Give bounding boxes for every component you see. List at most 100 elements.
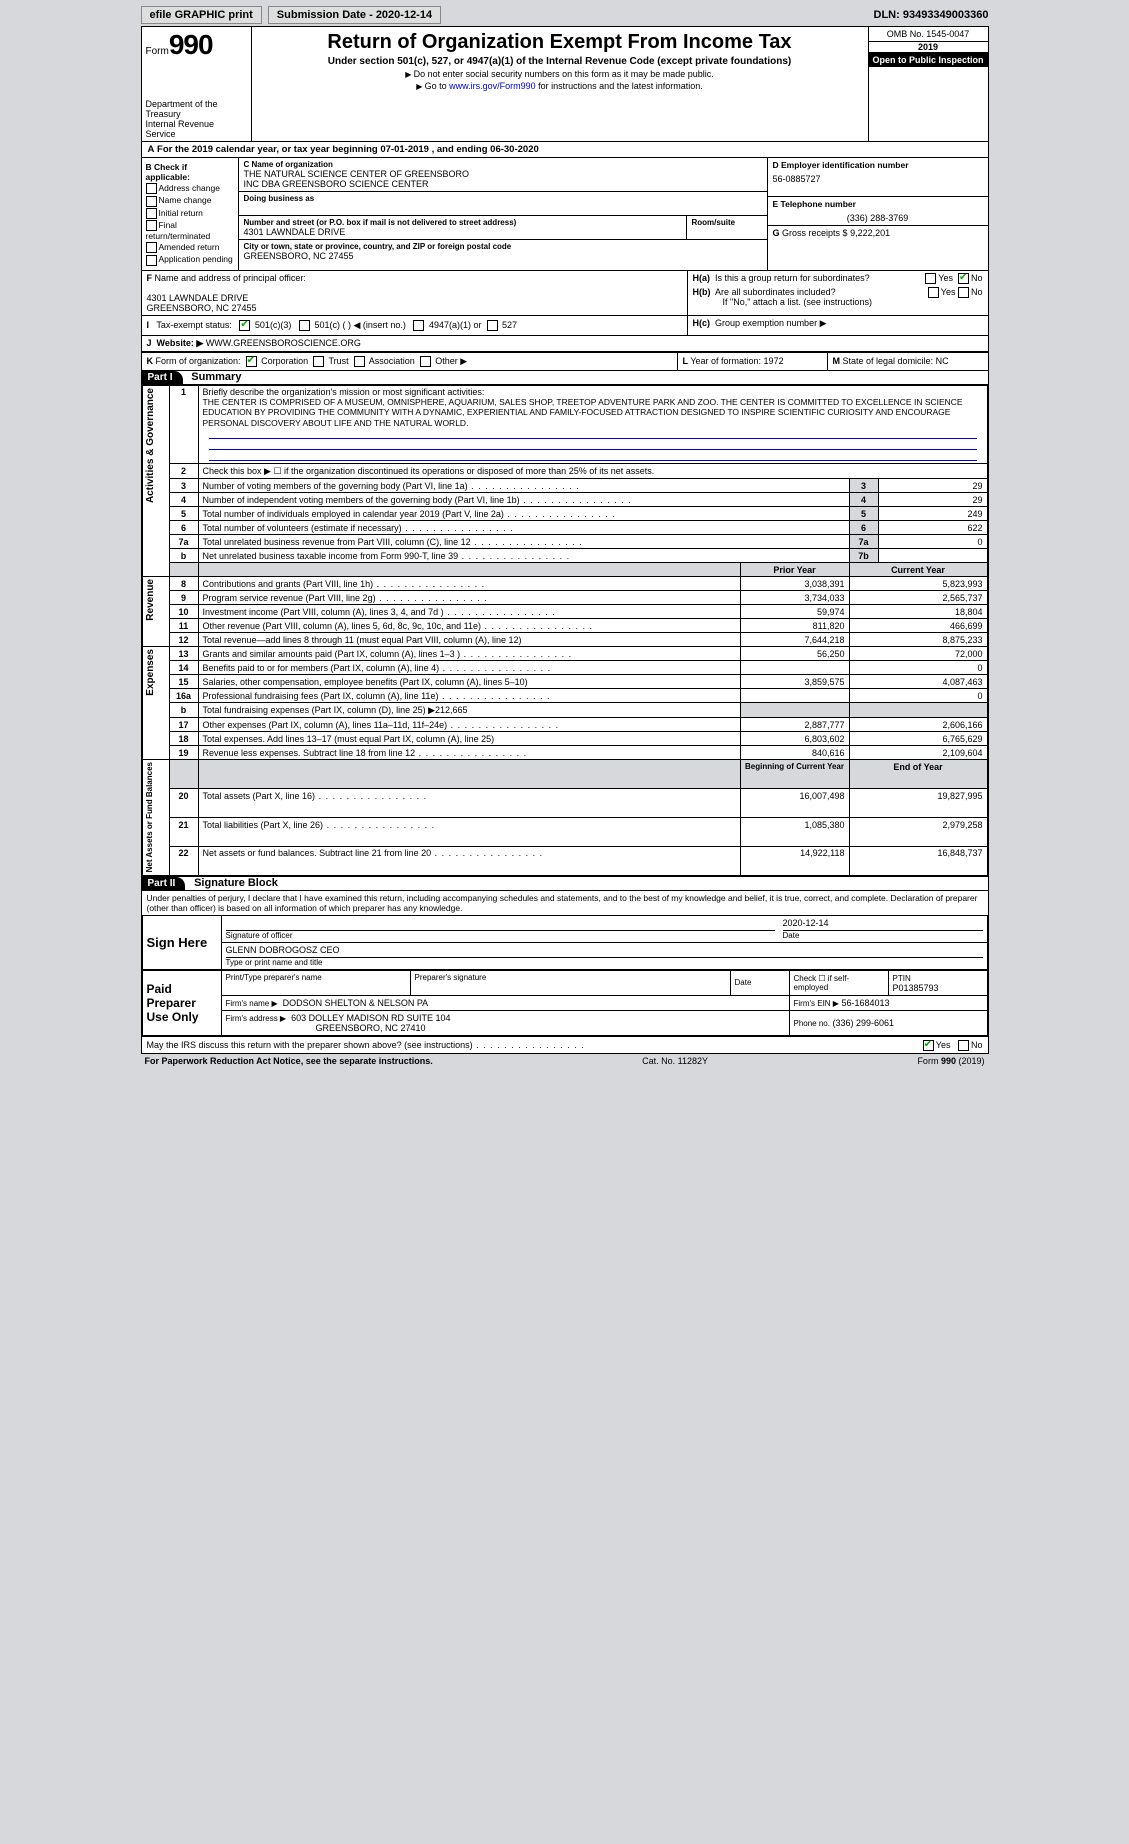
firm-ein-lab: Firm's EIN ▶ — [794, 999, 839, 1008]
part1-header: Part I Summary — [142, 370, 988, 385]
opt-4947: 4947(a)(1) or — [429, 320, 482, 330]
chk-application-pending[interactable] — [146, 255, 157, 266]
firm-addr1: 603 DOLLEY MADISON RD SUITE 104 — [291, 1013, 450, 1023]
b-title: Check if applicable: — [146, 162, 190, 182]
cy-16b — [849, 703, 987, 718]
form990-link[interactable]: www.irs.gov/Form990 — [449, 81, 536, 91]
cy-12: 8,875,233 — [849, 633, 987, 647]
officer-signature-field[interactable] — [226, 918, 775, 931]
discuss-yes: Yes — [936, 1040, 951, 1050]
cy-19: 2,109,604 — [849, 746, 987, 760]
c-name-lab: Name of organization — [252, 160, 333, 169]
lno-6: 6 — [169, 521, 198, 535]
form-number: 990 — [169, 29, 213, 60]
col-prior-year: Prior Year — [740, 563, 849, 577]
py-10: 59,974 — [740, 605, 849, 619]
mission-blank-2 — [209, 440, 977, 450]
rno-7b: 7b — [849, 549, 878, 563]
mid-left: C Name of organization THE NATURAL SCIEN… — [239, 158, 768, 270]
lno-20: 20 — [169, 789, 198, 818]
l20-text: Total assets (Part X, line 16) — [203, 791, 428, 801]
chk-discuss-yes[interactable] — [923, 1040, 934, 1051]
chk-address-change[interactable] — [146, 183, 157, 194]
l8-text: Contributions and grants (Part VIII, lin… — [203, 579, 486, 589]
opt-name-change: Name change — [159, 195, 212, 205]
l16a-text: Professional fundraising fees (Part IX, … — [203, 691, 551, 701]
efile-button[interactable]: efile GRAPHIC print — [141, 6, 262, 24]
firm-name-lab: Firm's name ▶ — [226, 999, 278, 1008]
chk-527[interactable] — [487, 320, 498, 331]
city-state-zip: GREENSBORO, NC 27455 — [244, 251, 762, 261]
v-5: 249 — [878, 507, 987, 521]
l18-text: Total expenses. Add lines 13–17 (must eq… — [203, 734, 495, 744]
chk-501c[interactable] — [299, 320, 310, 331]
chk-initial-return[interactable] — [146, 208, 157, 219]
chk-final-return[interactable] — [146, 220, 157, 231]
l19-text: Revenue less expenses. Subtract line 18 … — [203, 748, 528, 758]
chk-association[interactable] — [354, 356, 365, 367]
cy-8: 5,823,993 — [849, 577, 987, 591]
form-prefix: Form — [146, 46, 169, 57]
l12-text: Total revenue—add lines 8 through 11 (mu… — [203, 635, 522, 645]
py-16b — [740, 703, 849, 718]
hb-note: If "No," attach a list. (see instruction… — [723, 297, 983, 307]
chk-discuss-no[interactable] — [958, 1040, 969, 1051]
part1-title: Summary — [191, 371, 241, 383]
py-11: 811,820 — [740, 619, 849, 633]
l9-text: Program service revenue (Part VIII, line… — [203, 593, 488, 603]
chk-hb-yes[interactable] — [928, 287, 939, 298]
telephone-value: (336) 288-3769 — [773, 213, 983, 223]
submission-date-button[interactable]: Submission Date - 2020-12-14 — [268, 6, 441, 24]
py-22: 14,922,118 — [740, 846, 849, 875]
lno-8: 8 — [169, 577, 198, 591]
chk-corporation[interactable] — [246, 356, 257, 367]
col-b: B Check if applicable: Address change Na… — [142, 158, 239, 270]
l2-text: Check this box ▶ ☐ if the organization d… — [198, 464, 987, 479]
chk-hb-no[interactable] — [958, 287, 969, 298]
section-i-hc: I Tax-exempt status: 501(c)(3) 501(c) ( … — [142, 315, 988, 335]
officer-addr1: 4301 LAWNDALE DRIVE — [147, 293, 249, 303]
self-employed-check[interactable]: Check ☐ if self-employed — [789, 970, 888, 995]
lno-13: 13 — [169, 647, 198, 661]
org-name-1: THE NATURAL SCIENCE CENTER OF GREENSBORO — [244, 169, 762, 179]
hb-yes: Yes — [941, 287, 956, 297]
chk-other[interactable] — [420, 356, 431, 367]
rno-4: 4 — [849, 493, 878, 507]
e-lab: E Telephone number — [773, 199, 983, 209]
lno-7b: b — [169, 549, 198, 563]
chk-name-change[interactable] — [146, 196, 157, 207]
py-20: 16,007,498 — [740, 789, 849, 818]
firm-phone-lab: Phone no. — [794, 1019, 830, 1028]
chk-501c3[interactable] — [239, 320, 250, 331]
mission-blank-1 — [209, 429, 977, 439]
sign-here-table: Sign Here Signature of officer 2020-12-1… — [142, 915, 988, 970]
lno-3: 3 — [169, 479, 198, 493]
note-link-post: for instructions and the latest informat… — [536, 81, 703, 91]
rno-6: 6 — [849, 521, 878, 535]
street-address: 4301 LAWNDALE DRIVE — [244, 227, 681, 237]
preparer-sig-lab: Preparer's signature — [415, 973, 726, 982]
section-f-h: F Name and address of principal officer:… — [142, 270, 988, 315]
vert-expenses: Expenses — [143, 647, 158, 698]
chk-4947[interactable] — [413, 320, 424, 331]
header-left: Form990 Department of the Treasury Inter… — [142, 27, 252, 141]
mission-text: THE CENTER IS COMPRISED OF A MUSEUM, OMN… — [203, 397, 963, 427]
l11-text: Other revenue (Part VIII, column (A), li… — [203, 621, 593, 631]
i-lab: Tax-exempt status: — [156, 320, 232, 330]
firm-addr-lab: Firm's address ▶ — [226, 1014, 287, 1023]
dept-line2: Internal Revenue Service — [146, 119, 247, 139]
lno-17: 17 — [169, 718, 198, 732]
chk-ha-no[interactable] — [958, 273, 969, 284]
lno-4: 4 — [169, 493, 198, 507]
l17-text: Other expenses (Part IX, column (A), lin… — [203, 720, 560, 730]
discuss-no: No — [971, 1040, 983, 1050]
v-7a: 0 — [878, 535, 987, 549]
lno-9: 9 — [169, 591, 198, 605]
cy-10: 18,804 — [849, 605, 987, 619]
cy-22: 16,848,737 — [849, 846, 987, 875]
chk-trust[interactable] — [313, 356, 324, 367]
l13-text: Grants and similar amounts paid (Part IX… — [203, 649, 573, 659]
chk-ha-yes[interactable] — [925, 273, 936, 284]
rno-7a: 7a — [849, 535, 878, 549]
chk-amended-return[interactable] — [146, 242, 157, 253]
